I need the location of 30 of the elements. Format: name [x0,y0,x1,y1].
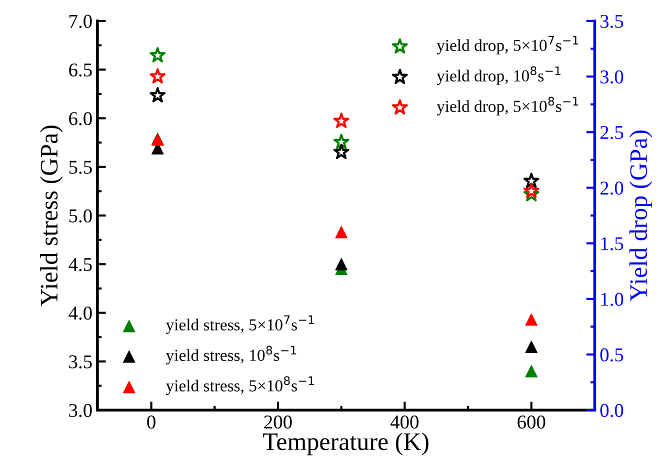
y-tick-label: 3.0 [69,404,92,418]
x-tick-label: 600 [518,416,546,429]
y-tick-label: 5.0 [69,209,92,223]
x-axis-title: Temperature (K) [263,432,428,456]
y2-tick-label: 0.5 [600,348,624,362]
y-tick-label: 6.5 [69,63,92,77]
y2-tick-label: 0.0 [600,404,624,418]
y2-tick-label: 1.0 [601,292,624,306]
y2-tick-label: 3.0 [600,70,624,84]
legend-label: yield stress, 5×10$^{7}$s$^{−1}$ [166,315,314,334]
y-tick-label: 5.5 [69,160,92,174]
y-tick-label: 7.0 [70,14,92,28]
legend-label: yield drop, 5×10$^{8}$s$^{−1}$ [436,96,578,116]
y-axis-title: Yield stress (GPa) [40,126,63,306]
x-tick-label: 400 [390,416,419,429]
y-tick-label: 6.0 [69,112,92,126]
y-tick-label: 4.0 [68,306,92,320]
legend-label: yield drop, 10$^{8}$s$^{−1}$ [436,66,560,85]
y2-tick-label: 1.5 [601,237,624,250]
y-tick-label: 4.5 [68,258,92,272]
x-tick-label: 200 [264,416,292,429]
x-tick-label: 0 [147,416,156,429]
y2-tick-label: 2.5 [600,126,624,140]
y2-axis-title: Yield drop (GPa) [629,130,652,302]
y-tick-label: 3.5 [69,355,92,368]
y2-tick-label: 3.5 [600,14,624,28]
legend-label: yield stress, 10$^{8}$s$^{−1}$ [166,346,296,364]
legend-label: yield drop, 5×10$^{7}$s$^{−1}$ [436,36,578,54]
legend-label: yield stress, 5×10$^{8}$s$^{−1}$ [166,376,314,395]
y2-tick-label: 2.0 [600,182,624,195]
